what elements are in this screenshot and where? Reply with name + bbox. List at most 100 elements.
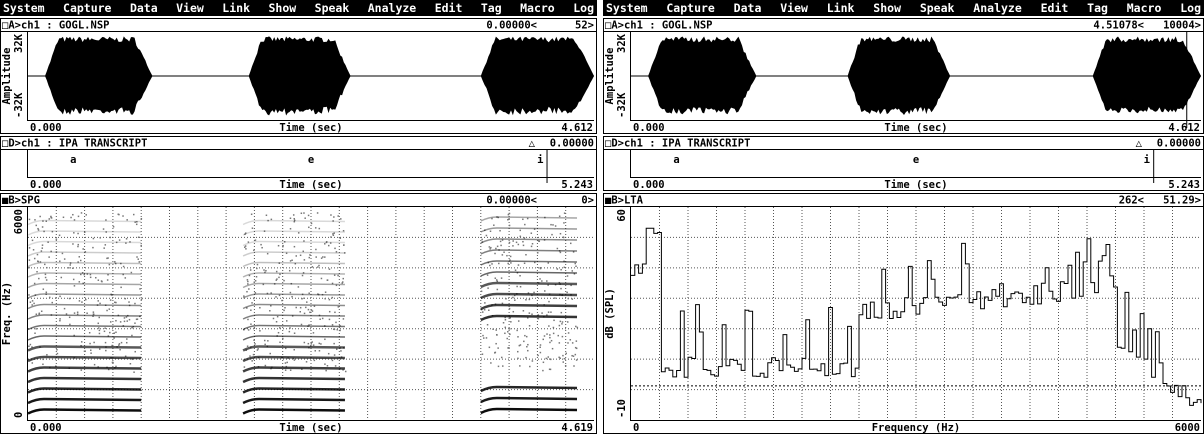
noise (557, 268, 559, 270)
menu-item[interactable]: Show (873, 1, 901, 15)
menu-item[interactable]: Speak (920, 1, 955, 15)
noise (245, 245, 247, 247)
noise (495, 248, 497, 250)
menu-item[interactable]: Log (573, 1, 594, 15)
noise (567, 275, 569, 277)
noise (543, 362, 545, 364)
menu-item[interactable]: Tag (1087, 1, 1108, 15)
noise (290, 218, 292, 220)
noise (334, 274, 336, 276)
window-title[interactable]: ■B>SPG (2, 195, 40, 207)
noise (72, 243, 74, 245)
noise (252, 227, 254, 229)
noise (559, 342, 561, 344)
noise (254, 343, 256, 345)
noise (559, 325, 561, 327)
menu-item[interactable]: Capture (666, 1, 715, 15)
menu-item[interactable]: System (606, 1, 648, 15)
noise (533, 292, 535, 294)
menu-item[interactable]: Capture (63, 1, 112, 15)
noise (308, 309, 310, 311)
noise (504, 333, 506, 335)
menu-item[interactable]: Show (268, 1, 296, 15)
noise (56, 349, 58, 351)
noise (56, 238, 58, 240)
noise (115, 320, 117, 322)
noise (104, 331, 106, 333)
menu-item[interactable]: Link (222, 1, 250, 15)
noise (324, 339, 326, 341)
noise (345, 371, 347, 373)
noise (94, 364, 96, 366)
noise (575, 266, 577, 268)
noise (573, 355, 575, 357)
menu-item[interactable]: Edit (435, 1, 463, 15)
menu-item[interactable]: Analyze (973, 1, 1022, 15)
noise (41, 311, 43, 313)
noise (38, 278, 40, 280)
noise (93, 311, 95, 313)
noise (529, 325, 531, 327)
menu-item[interactable]: Speak (315, 1, 350, 15)
waveform (648, 37, 756, 115)
noise (522, 241, 524, 243)
noise (32, 300, 34, 302)
noise (308, 343, 310, 345)
noise (57, 353, 59, 355)
noise (59, 296, 61, 298)
noise (299, 311, 301, 313)
noise (32, 240, 33, 242)
noise (69, 324, 71, 326)
window-title[interactable]: ■B>LTA (605, 195, 644, 207)
noise (500, 241, 502, 243)
noise (325, 370, 327, 372)
noise (43, 288, 45, 290)
menu-item[interactable]: View (780, 1, 808, 15)
noise (334, 329, 336, 331)
noise (512, 245, 514, 247)
noise (285, 369, 287, 371)
cursor-position: 10004> (1163, 20, 1201, 32)
menu-item[interactable]: Tag (481, 1, 502, 15)
window-title[interactable]: □D>ch1 : IPA TRANSCRIPT (605, 138, 750, 150)
noise (303, 212, 305, 214)
noise (255, 239, 257, 241)
noise (265, 270, 267, 272)
x-end-label: 6000 (1175, 422, 1200, 434)
noise (497, 246, 499, 248)
menu-item[interactable]: Macro (1127, 1, 1162, 15)
noise (560, 288, 562, 290)
y-bottom-label: 0 (13, 412, 25, 418)
noise (507, 263, 509, 265)
menu-item[interactable]: Edit (1041, 1, 1069, 15)
noise (335, 365, 337, 367)
window-title[interactable]: □A>ch1 : GOGL.NSP (605, 20, 712, 32)
menu-item[interactable]: Macro (520, 1, 555, 15)
noise (264, 340, 266, 342)
noise (337, 275, 339, 277)
noise (265, 365, 267, 367)
menu-item[interactable]: Data (734, 1, 762, 15)
noise (512, 297, 514, 299)
noise (577, 327, 579, 329)
menu-item[interactable]: Analyze (368, 1, 417, 15)
noise (30, 344, 32, 346)
menu-item[interactable]: System (3, 1, 45, 15)
menu-item[interactable]: Data (130, 1, 158, 15)
window-title[interactable]: □D>ch1 : IPA TRANSCRIPT (2, 138, 147, 150)
window-title[interactable]: □A>ch1 : GOGL.NSP (2, 20, 109, 32)
noise (282, 245, 284, 247)
menu-item[interactable]: View (176, 1, 204, 15)
noise (128, 301, 130, 303)
noise (529, 299, 531, 301)
noise (489, 248, 491, 250)
noise (532, 243, 534, 245)
noise (267, 340, 269, 342)
menu-item[interactable]: Link (827, 1, 855, 15)
noise (500, 245, 502, 247)
menu-item[interactable]: Log (1180, 1, 1201, 15)
noise (537, 355, 539, 357)
waveform (481, 37, 594, 116)
noise (296, 255, 298, 256)
noise (330, 236, 332, 238)
